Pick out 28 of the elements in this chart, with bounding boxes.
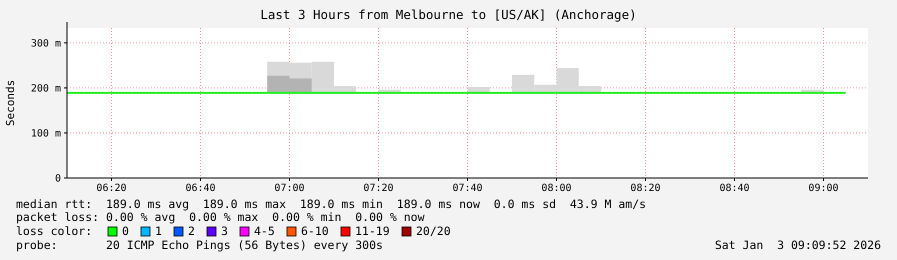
text: 3 [221,224,228,238]
x-tick-label: 06:20 [96,183,127,194]
y-tick-label: 0 [54,174,61,184]
x-tick-label: 07:20 [363,183,394,194]
text: 0 [122,224,129,238]
text: 4-5 [254,224,275,238]
text: probe: 20 ICMP Echo Pings (56 Bytes) every 300s [16,238,383,252]
x-tick-label: 06:40 [185,183,216,194]
text: median rtt: 189.0 ms avg 189.0 ms max 189.0 ms min 189.0 ms now 0.0 ms sd 43.9 M am/s [16,197,646,211]
text: 6-10 [301,224,329,238]
y-axis-title: Seconds [4,80,17,126]
text: 1 [155,224,162,238]
y-tick-label: 200 m [30,83,61,94]
chart-title: Last 3 Hours from Melbourne to [US/AK] (Anchorage) [260,7,637,22]
x-tick-label: 07:40 [452,183,483,194]
y-tick-label: 300 m [30,38,61,50]
x-tick-label: 08:00 [541,183,572,194]
y-tick-label: 100 m [30,128,61,140]
x-tick-label: 09:00 [808,183,839,194]
text: 2 [188,224,195,238]
x-tick-label: 08:20 [630,183,661,194]
x-tick-label: 07:00 [274,183,305,194]
text: packet loss: 0.00 % avg 0.00 % max 0.00 % min 0.00 % now [16,210,425,224]
text: loss color: [16,224,92,238]
text: 20/20 [416,224,451,238]
text: 11-19 [355,224,390,238]
text: Sat Jan 3 09:09:52 2026 [714,238,882,252]
x-tick-label: 08:40 [719,183,750,194]
